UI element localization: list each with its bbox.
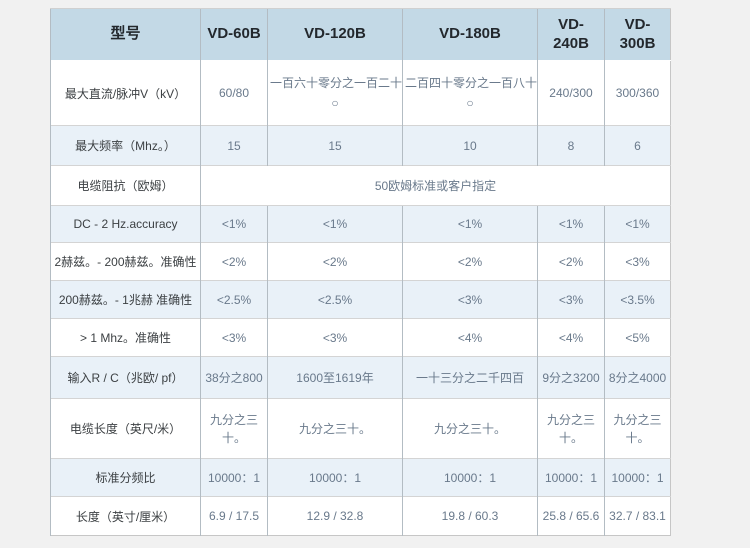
spec-value-cell: 9分之3200 — [537, 356, 605, 399]
spec-value-cell: 240/300 — [537, 60, 605, 126]
spec-value-cell: 九分之三十。 — [402, 398, 538, 459]
table-row: > 1 Mhz。准确性 <3% <3% <4% <4% <5% — [50, 318, 671, 357]
spec-value-cell: 12.9 / 32.8 — [267, 496, 403, 536]
spec-value-cell: <2% — [402, 242, 538, 281]
spec-value-cell: 10000：1 — [267, 458, 403, 497]
spec-value-cell: <3% — [604, 242, 671, 281]
spec-value-cell: <2.5% — [200, 280, 268, 319]
spec-value-cell: <4% — [537, 318, 605, 357]
spec-value-cell: <3% — [267, 318, 403, 357]
spec-value-cell: <1% — [402, 205, 538, 243]
table-row: 200赫兹。- 1兆赫 准确性 <2.5% <2.5% <3% <3% <3.5% — [50, 280, 671, 319]
spec-value-cell: 25.8 / 65.6 — [537, 496, 605, 536]
table-row: 输入R / C（兆欧/ pf） 38分之800 1600至1619年 一十三分之二千四… — [50, 356, 671, 399]
spec-value-cell: 6.9 / 17.5 — [200, 496, 268, 536]
spec-value-cell: 1600至1619年 — [267, 356, 403, 399]
table-row: 2赫兹。- 200赫兹。准确性 <2% <2% <2% <2% <3% — [50, 242, 671, 281]
table-row: 最大频率（Mhz。） 15 15 10 8 6 — [50, 125, 671, 166]
spec-value-cell: <3% — [402, 280, 538, 319]
row-label: 最大直流/脉冲V（kV） — [50, 60, 201, 126]
table-row: 标准分频比 10000：1 10000：1 10000：1 10000：1 10000：1 — [50, 458, 671, 497]
header-row: 型号 VD-60B VD-120B VD-180B VD-240B VD-300B — [50, 8, 671, 61]
row-label: 电缆阻抗（欧姆） — [50, 165, 201, 206]
row-label: 200赫兹。- 1兆赫 准确性 — [50, 280, 201, 319]
spec-value-cell: <1% — [267, 205, 403, 243]
row-label: 电缆长度（英尺/米） — [50, 398, 201, 459]
spec-value-cell: 10000：1 — [402, 458, 538, 497]
spec-value-cell: 38分之800 — [200, 356, 268, 399]
spec-value-cell: 九分之三十。 — [267, 398, 403, 459]
row-label: DC - 2 Hz.accuracy — [50, 205, 201, 243]
row-label: 输入R / C（兆欧/ pf） — [50, 356, 201, 399]
model-header-2: VD-120B — [267, 8, 403, 61]
spec-value-cell: <5% — [604, 318, 671, 357]
spec-value-cell: 32.7 / 83.1 — [604, 496, 671, 536]
spec-value-cell: 8分之4000 — [604, 356, 671, 399]
table-row: 最大直流/脉冲V（kV） 60/80 一百六十零分之一百二十 ○ 二百四十零分之一百八… — [50, 60, 671, 126]
model-column-header: 型号 — [50, 8, 201, 61]
spec-value-cell: <2% — [267, 242, 403, 281]
row-label: > 1 Mhz。准确性 — [50, 318, 201, 357]
spec-value-cell: 19.8 / 60.3 — [402, 496, 538, 536]
table-row: DC - 2 Hz.accuracy <1% <1% <1% <1% <1% — [50, 205, 671, 243]
spec-value-cell: <2% — [200, 242, 268, 281]
model-header-5: VD-300B — [604, 8, 671, 61]
spec-value-cell: <1% — [604, 205, 671, 243]
spec-value-cell: <2.5% — [267, 280, 403, 319]
spec-value-cell: 一百六十零分之一百二十 ○ — [267, 60, 403, 126]
spec-value-cell: 300/360 — [604, 60, 671, 126]
table-body: 最大直流/脉冲V（kV） 60/80 一百六十零分之一百二十 ○ 二百四十零分之一百八… — [50, 60, 671, 536]
spec-value-cell: 10 — [402, 125, 538, 166]
spec-value-cell: 九分之三十。 — [604, 398, 671, 459]
spec-value-cell: 九分之三十。 — [537, 398, 605, 459]
model-header-4: VD-240B — [537, 8, 605, 61]
product-spec-table: 型号 VD-60B VD-120B VD-180B VD-240B VD-300B 最大直… — [50, 8, 671, 536]
spec-value-cell: 二百四十零分之一百八十 ○ — [402, 60, 538, 126]
model-header-3: VD-180B — [402, 8, 538, 61]
row-label: 长度（英寸/厘米） — [50, 496, 201, 536]
spec-value-cell: 10000：1 — [200, 458, 268, 497]
spec-value-cell: <1% — [537, 205, 605, 243]
table-row: 电缆阻抗（欧姆） 50欧姆标准或客户指定 — [50, 165, 671, 206]
table-row: 长度（英寸/厘米） 6.9 / 17.5 12.9 / 32.8 19.8 / 60.… — [50, 496, 671, 536]
spec-value-cell: <3% — [200, 318, 268, 357]
spec-value-cell: <4% — [402, 318, 538, 357]
spec-value-cell: <2% — [537, 242, 605, 281]
spec-value-cell: 15 — [200, 125, 268, 166]
spec-value-cell: <3.5% — [604, 280, 671, 319]
row-label: 标准分频比 — [50, 458, 201, 497]
spec-value-cell: 10000：1 — [604, 458, 671, 497]
spec-value-cell: 50欧姆标准或客户指定 — [200, 165, 671, 206]
spec-value-cell: 6 — [604, 125, 671, 166]
spec-value-cell: 九分之三十。 — [200, 398, 268, 459]
row-label: 最大频率（Mhz。） — [50, 125, 201, 166]
spec-value-cell: 10000：1 — [537, 458, 605, 497]
table-row: 电缆长度（英尺/米） 九分之三十。 九分之三十。 九分之三十。 九分之三十。 九分之三十。 — [50, 398, 671, 459]
spec-value-cell: <1% — [200, 205, 268, 243]
spec-value-cell: 60/80 — [200, 60, 268, 126]
spec-value-cell: <3% — [537, 280, 605, 319]
spec-value-cell: 8 — [537, 125, 605, 166]
row-label: 2赫兹。- 200赫兹。准确性 — [50, 242, 201, 281]
spec-value-cell: 一十三分之二千四百 — [402, 356, 538, 399]
spec-value-cell: 15 — [267, 125, 403, 166]
model-header-1: VD-60B — [200, 8, 268, 61]
